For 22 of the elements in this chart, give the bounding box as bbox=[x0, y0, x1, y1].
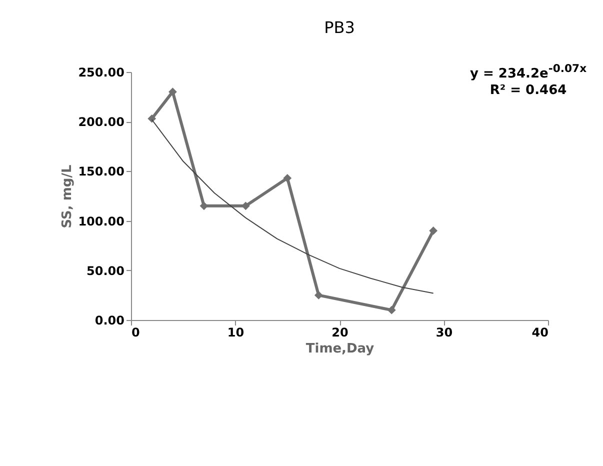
point bbox=[283, 174, 292, 182]
chart-title: PB3 bbox=[324, 18, 355, 37]
x-tick-label: 30 bbox=[436, 326, 453, 340]
y-tick-label: 250.00 bbox=[78, 66, 124, 80]
y-axis-title: SS, mg/L bbox=[60, 164, 76, 228]
x-tick-label: 40 bbox=[532, 326, 548, 340]
y-tick-label: 150.00 bbox=[78, 164, 124, 179]
point bbox=[314, 291, 323, 300]
point bbox=[429, 226, 438, 235]
point bbox=[168, 88, 177, 96]
y-tick-label: 50.00 bbox=[86, 264, 124, 278]
x-axis-title: Time,Day bbox=[306, 342, 375, 356]
y-tick-label: 200.00 bbox=[78, 115, 124, 130]
point bbox=[148, 114, 156, 123]
x-tick-label: 0 bbox=[132, 326, 140, 340]
y-tick-label: 100.00 bbox=[78, 214, 124, 228]
point bbox=[387, 306, 396, 314]
x-tick-label: 10 bbox=[227, 326, 244, 340]
annotation: y = 234.2e$^{-0.07x}$ bbox=[470, 62, 587, 82]
annotation: R² = 0.464 bbox=[488, 83, 568, 98]
y-tick-label: 0.00 bbox=[94, 314, 124, 328]
x-tick-label: 20 bbox=[332, 326, 348, 340]
